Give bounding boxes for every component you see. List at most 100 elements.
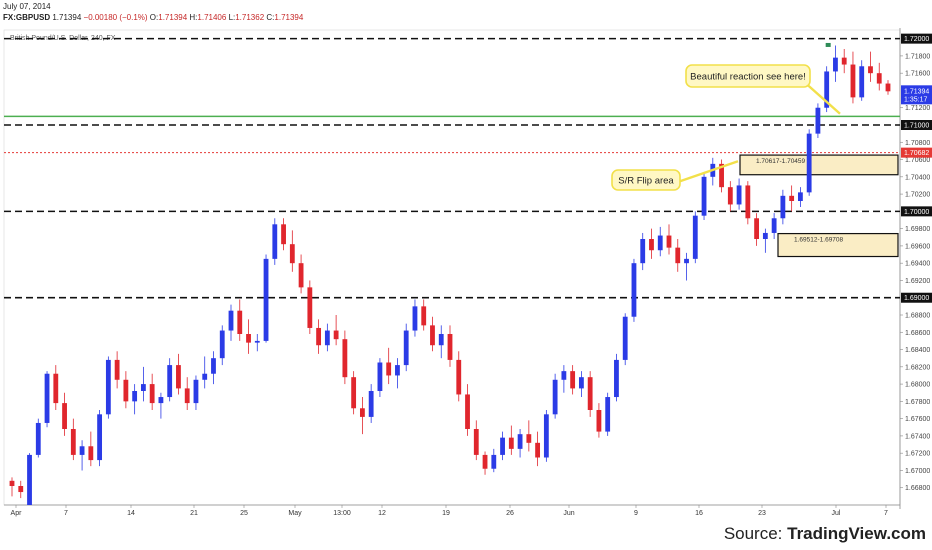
current-price-label: 1.71394 xyxy=(904,88,929,95)
sr-zone: 1.69512-1.69708 xyxy=(777,232,899,258)
candle-body xyxy=(403,330,409,366)
candle-body xyxy=(780,195,786,219)
candle xyxy=(789,185,795,212)
candle xyxy=(211,351,216,385)
candle xyxy=(456,351,462,402)
level-tag xyxy=(901,147,932,158)
candle-body xyxy=(202,373,208,380)
x-tick-label: 7 xyxy=(884,510,888,517)
candle xyxy=(797,187,803,208)
candle-body xyxy=(430,325,435,346)
candle-body xyxy=(44,373,50,423)
close-label: C: xyxy=(266,13,275,22)
candle xyxy=(719,159,724,193)
y-tick-label: 1.67800 xyxy=(905,399,930,406)
candle xyxy=(850,51,856,104)
candle-body xyxy=(438,334,444,346)
level-tag-label: 1.70000 xyxy=(904,209,929,216)
candle-body xyxy=(351,377,357,409)
candle-body xyxy=(377,362,383,391)
candle-body xyxy=(754,218,760,239)
candle xyxy=(587,371,593,417)
x-tick-label: 23 xyxy=(758,510,766,517)
x-tick-label: May xyxy=(288,510,302,517)
candle-body xyxy=(841,57,847,65)
last-price: 1.71394 xyxy=(52,13,82,22)
candle-body xyxy=(824,71,830,108)
candle xyxy=(219,325,225,366)
source-brand: TradingView.com xyxy=(787,524,926,543)
candle-body xyxy=(18,486,24,493)
candle xyxy=(657,226,663,257)
candle-body xyxy=(596,410,602,432)
candle xyxy=(123,371,129,409)
candle xyxy=(140,366,146,402)
level-tag xyxy=(901,292,932,303)
candle-body xyxy=(815,107,821,134)
candle xyxy=(806,129,812,196)
low-label: L: xyxy=(228,13,236,22)
x-tick-label: Jun xyxy=(563,510,574,517)
candle xyxy=(614,353,619,402)
y-tick-label: 1.70800 xyxy=(905,140,930,147)
plot-frame xyxy=(3,29,901,506)
y-tick-label: 1.67400 xyxy=(905,433,930,440)
candle-body xyxy=(123,379,129,402)
candle-body xyxy=(491,454,497,469)
y-tick-label: 1.68400 xyxy=(905,347,930,354)
candle xyxy=(885,80,891,95)
candle-body xyxy=(806,133,812,193)
level-tag-label: 1.71000 xyxy=(904,123,929,130)
candle-body xyxy=(657,235,663,251)
candle-body xyxy=(622,316,628,360)
x-tick-label: 21 xyxy=(190,510,198,517)
candle xyxy=(149,373,155,410)
chart-date: July 07, 2014 xyxy=(3,2,51,11)
symbol-label[interactable]: FX:GBPUSD xyxy=(3,13,51,22)
candle-body xyxy=(692,215,698,259)
y-tick-label: 1.71200 xyxy=(905,105,930,112)
candle xyxy=(289,230,295,272)
sr-zone: 1.70617-1.70459 xyxy=(739,154,899,176)
candle xyxy=(114,351,120,389)
candle xyxy=(666,224,672,255)
x-tick-label: 9 xyxy=(634,510,638,517)
x-tick-label: Jul xyxy=(832,510,841,517)
candle xyxy=(97,410,103,467)
candle-body xyxy=(53,373,59,404)
candle-body xyxy=(149,384,155,404)
candle-body xyxy=(246,334,251,343)
candle xyxy=(570,365,576,395)
y-tick-label: 1.71600 xyxy=(905,71,930,78)
candle-body xyxy=(316,327,322,346)
candle-body xyxy=(578,377,584,389)
candle-body xyxy=(876,73,882,84)
candle xyxy=(447,325,453,367)
candle xyxy=(780,189,786,225)
candle-body xyxy=(184,388,190,404)
candle xyxy=(412,299,418,337)
candle xyxy=(876,62,882,91)
y-tick-label: 1.69800 xyxy=(905,226,930,233)
candle-body xyxy=(272,224,278,259)
candle-body xyxy=(70,429,76,455)
candle xyxy=(535,431,541,467)
candle xyxy=(500,431,505,461)
x-tick-label: 25 xyxy=(240,510,248,517)
candle xyxy=(70,418,76,461)
candle xyxy=(543,410,549,462)
zone-label: 1.69512-1.69708 xyxy=(794,237,844,244)
candle xyxy=(333,315,339,346)
candle xyxy=(578,371,584,398)
candle-body xyxy=(324,330,330,346)
callout-box xyxy=(611,169,681,191)
candle-body xyxy=(167,365,173,398)
candle-body xyxy=(508,437,514,449)
candle xyxy=(193,375,199,410)
candle-body xyxy=(684,258,689,264)
candle-body xyxy=(473,429,479,455)
y-tick-label: 1.67600 xyxy=(905,416,930,423)
candle-body xyxy=(797,192,803,201)
candle-body xyxy=(771,218,777,233)
